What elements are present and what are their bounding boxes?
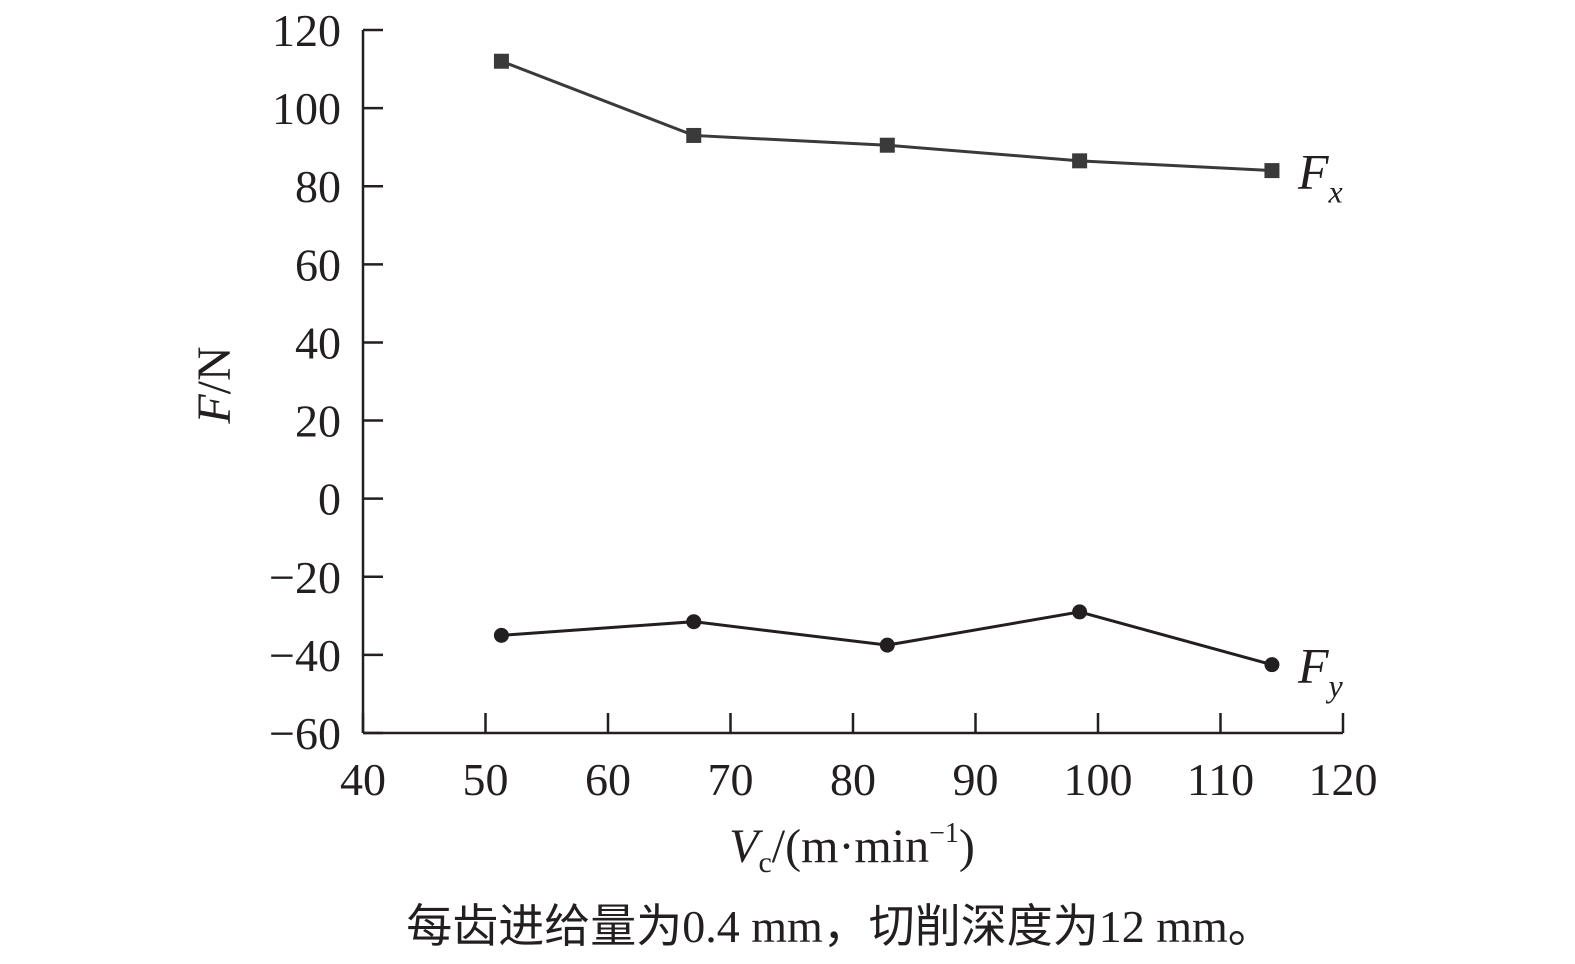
x-axis-label: Vc/(m·min−1) [729, 818, 975, 879]
y-tick-label: −40 [269, 630, 341, 681]
data-point-Fy [493, 627, 509, 643]
data-point-Fx [879, 137, 895, 153]
y-ticks: −60 −40 −20 0 20 40 60 80 100 120 [269, 5, 383, 759]
x-axis-unit-prefix: /(m [772, 820, 839, 873]
x-axis-subscript: c [758, 846, 771, 879]
series-label-Fy: Fy [1297, 638, 1344, 704]
y-tick-label: 20 [295, 396, 341, 447]
series-label-main: F [1297, 144, 1329, 200]
x-tick-label: 90 [953, 754, 999, 805]
y-tick-label: 120 [272, 5, 341, 56]
data-point-Fx [1264, 163, 1280, 179]
x-tick-label: 50 [463, 754, 509, 805]
y-tick-label: 80 [295, 161, 341, 212]
data-point-Fy [879, 637, 895, 653]
y-tick-label: 100 [272, 83, 341, 134]
data-point-Fy [686, 614, 702, 630]
axes [361, 30, 1343, 735]
series-label-main: F [1297, 638, 1329, 694]
chart-caption: 每齿进给量为0.4 mm，切削深度为12 mm。 [406, 901, 1274, 952]
series-label-sub: y [1325, 668, 1343, 704]
x-tick-label: 60 [585, 754, 631, 805]
x-tick-label: 80 [830, 754, 876, 805]
data-point-Fx [1072, 153, 1088, 169]
x-ticks: 40 50 60 70 80 90 100 110 120 [340, 713, 1378, 805]
x-tick-label: 110 [1187, 754, 1254, 805]
x-axis-unit-dot: · [838, 820, 854, 873]
series-label-Fx: Fx [1297, 144, 1343, 210]
series-line-Fx [500, 59, 1273, 173]
series-Fx: Fx [493, 53, 1343, 210]
x-tick-label: 40 [340, 754, 386, 805]
y-axis-label: F/N [188, 346, 241, 424]
y-tick-label: 0 [318, 474, 341, 525]
x-axis-symbol: V [729, 820, 763, 873]
data-point-Fx [686, 127, 702, 143]
data-point-Fx [493, 53, 509, 69]
x-tick-label: 70 [708, 754, 754, 805]
x-axis-unit-suffix: ) [959, 820, 975, 873]
series-label-sub: x [1327, 174, 1342, 210]
data-point-Fy [1072, 604, 1088, 620]
x-tick-label: 120 [1309, 754, 1378, 805]
y-tick-label: 40 [295, 317, 341, 368]
x-tick-label: 100 [1064, 754, 1133, 805]
y-tick-label: 60 [295, 239, 341, 290]
x-axis-unit-mid: min [854, 820, 929, 873]
y-tick-label: −60 [269, 708, 341, 759]
y-axis-symbol: F [188, 394, 241, 425]
x-axis-unit-sup: −1 [929, 818, 959, 849]
y-tick-label: −20 [269, 552, 341, 603]
data-point-Fy [1264, 657, 1280, 673]
y-axis-unit: /N [188, 346, 241, 394]
series-Fy: Fy [493, 604, 1344, 704]
